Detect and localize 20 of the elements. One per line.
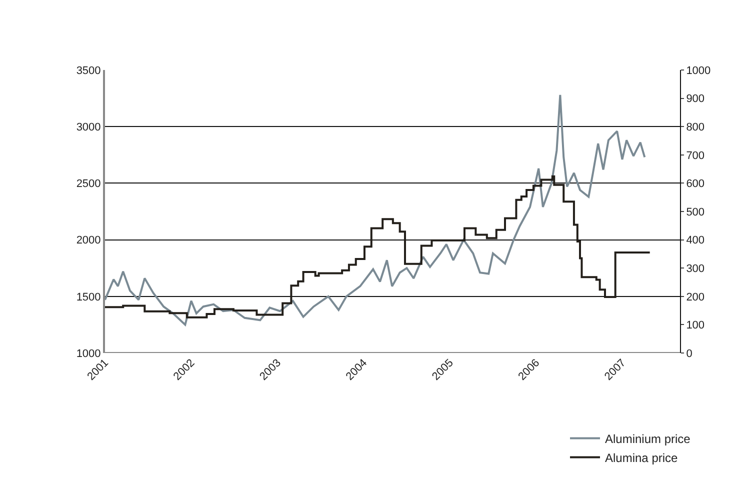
y2-tick-label: 300	[686, 262, 705, 275]
y-tick-label: 1000	[76, 348, 101, 360]
y2-tick-label: 600	[686, 178, 705, 190]
y2-tick-label: 400	[686, 234, 705, 247]
y2-tick-label: 100	[686, 320, 705, 332]
y-tick-label: 1500	[76, 291, 101, 304]
y2-tick-label: 200	[686, 291, 705, 304]
y2-tick-label: 1000	[686, 64, 711, 77]
y2-tick-label: 800	[686, 121, 705, 134]
y2-tick-label: 900	[686, 93, 705, 106]
y-tick-label: 3000	[76, 121, 101, 134]
y2-tick-label: 500	[686, 206, 705, 218]
legend-label: Alumina price	[605, 450, 678, 465]
y2-tick-label: 0	[686, 348, 692, 360]
y2-tick-label: 700	[686, 150, 705, 162]
legend-label: Aluminium price	[605, 432, 691, 446]
y-tick-label: 3500	[76, 64, 101, 77]
y-tick-label: 2000	[76, 234, 101, 247]
y-tick-label: 2500	[76, 178, 101, 190]
line-series	[105, 94, 646, 326]
